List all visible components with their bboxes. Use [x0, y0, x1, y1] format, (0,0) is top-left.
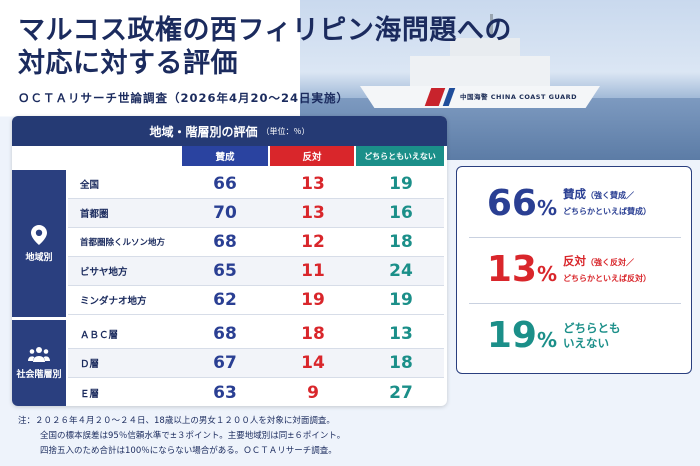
group-social-label: 社会階層別: [16, 370, 62, 380]
table-row: Ｄ層 67 14 18: [68, 349, 444, 378]
table-row: 全国 66 13 19: [68, 170, 444, 199]
row-label: Ｄ層: [80, 359, 100, 370]
row-label: Ｅ層: [80, 388, 100, 400]
cell-approve: 66: [213, 174, 237, 194]
summary-value: 13%: [486, 249, 557, 290]
table-title: 地域・階層別の評価 （単位：％）: [12, 116, 447, 146]
cell-approve: 62: [213, 290, 237, 310]
row-label: 首都圏: [80, 209, 109, 220]
summary-approve: 66% 賛成（強く賛成／ どちらかといえば賛成）: [469, 171, 681, 235]
summary-undecided: 19% どちらとも いえない: [469, 303, 681, 367]
summary-disapprove: 13% 反対（強く反対／ どちらかといえば反対）: [469, 237, 681, 301]
cell-undecided: 19: [389, 290, 413, 310]
cell-approve: 67: [213, 353, 237, 373]
footnote: 注：２０２６年４月２０〜２４日、18歳以上の男女１２００人を対象に対面調査。 全…: [18, 414, 345, 459]
cell-approve: 63: [213, 382, 237, 403]
table-row: ミンダナオ地方 62 19 19: [68, 286, 444, 315]
results-table: 地域・階層別の評価 （単位：％） 賛成 反対 どちらともいえない 地域別 社会階…: [12, 116, 447, 406]
page-title: マルコス政権の西フィリピン海問題への 対応に対する評価: [18, 14, 512, 80]
column-header-disapprove: 反対: [270, 146, 354, 166]
row-label: ＡＢＣ層: [80, 330, 119, 341]
table-row: Ｅ層 63 9 27: [68, 378, 444, 406]
cell-approve: 68: [213, 232, 237, 252]
row-label: ミンダナオ地方: [80, 296, 147, 307]
summary-label: 反対（強く反対／ どちらかといえば反対）: [563, 253, 651, 283]
row-label: ビサヤ地方: [80, 267, 128, 278]
cell-disapprove: 14: [301, 353, 325, 373]
ship-hull: [360, 86, 600, 108]
column-header-undecided: どちらともいえない: [356, 146, 444, 166]
table-title-text: 地域・階層別の評価: [149, 124, 258, 139]
title-line-2: 対応に対する評価: [18, 48, 238, 79]
cell-approve: 65: [213, 261, 237, 281]
footnote-line: 四捨五入のため合計は100％にならない場合がある。ＯＣＴＡリサーチ調査。: [40, 446, 337, 456]
cell-approve: 68: [213, 324, 237, 344]
ship-mast: [490, 14, 493, 40]
footnote-line: 注：２０２６年４月２０〜２４日、18歳以上の男女１２００人を対象に対面調査。: [18, 416, 335, 426]
ship-bridge: [450, 38, 520, 58]
row-label: 全国: [80, 180, 100, 191]
cell-undecided: 18: [389, 232, 413, 252]
cell-approve: 70: [213, 203, 237, 223]
table-row: ビサヤ地方 65 11 24: [68, 257, 444, 286]
summary-label: どちらとも いえない: [563, 320, 621, 350]
ship-text: 中国海警 CHINA COAST GUARD: [460, 93, 577, 101]
cell-disapprove: 9: [307, 382, 319, 403]
table-row: 首都圏 70 13 16: [68, 199, 444, 228]
group-social: 社会階層別: [12, 320, 66, 406]
summary-value: 66%: [486, 182, 557, 224]
summary-card: 66% 賛成（強く賛成／ どちらかといえば賛成） 13% 反対（強く反対／ どち…: [456, 166, 692, 374]
people-icon: [28, 347, 50, 362]
cell-disapprove: 19: [301, 290, 325, 310]
summary-label: 賛成（強く賛成／ どちらかといえば賛成）: [563, 187, 651, 216]
column-header-approve: 賛成: [182, 146, 268, 166]
cell-undecided: 18: [389, 353, 413, 373]
table-row: ＡＢＣ層 68 18 13: [68, 320, 444, 349]
row-label: 首都圏除くルソン地方: [80, 238, 166, 248]
cell-undecided: 13: [389, 324, 413, 344]
table-row: 首都圏除くルソン地方 68 12 18: [68, 228, 444, 257]
footnote-line: 全国の標本誤差は95％信頼水準で±３ポイント。主要地域別は同±６ポイント。: [40, 431, 346, 441]
cell-disapprove: 11: [301, 261, 325, 281]
summary-value: 19%: [486, 315, 557, 356]
cell-undecided: 24: [389, 261, 413, 281]
table-unit: （単位：％）: [261, 126, 310, 136]
cell-undecided: 16: [389, 203, 413, 223]
title-line-1: マルコス政権の西フィリピン海問題への: [18, 15, 512, 46]
cell-undecided: 19: [389, 174, 413, 194]
page-subtitle: ＯＣＴＡリサーチ世論調査（2026年4月20〜24日実施）: [18, 91, 350, 105]
cell-disapprove: 13: [301, 203, 325, 223]
cell-disapprove: 12: [301, 232, 325, 252]
group-region: 地域別: [12, 170, 66, 317]
cell-disapprove: 18: [301, 324, 325, 344]
cell-disapprove: 13: [301, 174, 325, 194]
cell-undecided: 27: [389, 382, 413, 403]
location-pin-icon: [31, 224, 47, 245]
group-region-label: 地域別: [25, 252, 53, 263]
